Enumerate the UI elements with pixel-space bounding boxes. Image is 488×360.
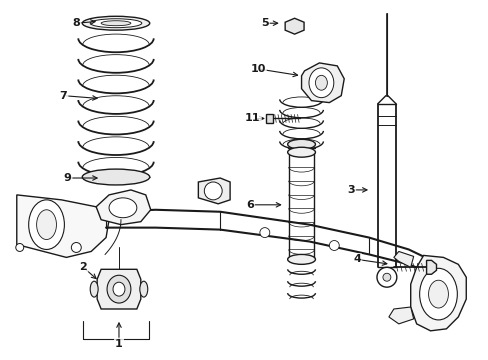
Ellipse shape [287, 139, 315, 149]
Circle shape [71, 243, 81, 252]
Ellipse shape [109, 198, 137, 218]
Ellipse shape [287, 147, 315, 157]
Ellipse shape [37, 210, 56, 239]
Text: 11: 11 [244, 113, 260, 123]
Ellipse shape [419, 268, 456, 320]
Text: 9: 9 [63, 173, 71, 183]
Circle shape [382, 273, 390, 281]
Polygon shape [17, 195, 109, 257]
Text: 10: 10 [250, 64, 265, 74]
Circle shape [259, 228, 269, 238]
Ellipse shape [308, 68, 333, 98]
Text: 7: 7 [60, 91, 67, 101]
Polygon shape [96, 190, 150, 225]
Polygon shape [410, 255, 466, 331]
Ellipse shape [90, 19, 142, 28]
Circle shape [16, 243, 24, 251]
Polygon shape [388, 307, 413, 324]
Polygon shape [265, 113, 272, 123]
Circle shape [376, 267, 396, 287]
Text: 3: 3 [346, 185, 354, 195]
Text: 1: 1 [115, 339, 122, 349]
Ellipse shape [29, 200, 64, 249]
Ellipse shape [107, 275, 131, 303]
Text: 4: 4 [352, 255, 360, 264]
Ellipse shape [82, 16, 149, 30]
Polygon shape [426, 260, 436, 274]
Text: 5: 5 [261, 18, 268, 28]
Polygon shape [198, 178, 230, 204]
Ellipse shape [140, 281, 147, 297]
Ellipse shape [82, 169, 149, 185]
Text: 6: 6 [245, 200, 253, 210]
Ellipse shape [113, 282, 124, 296]
Text: 2: 2 [79, 262, 87, 272]
Ellipse shape [204, 182, 222, 200]
Ellipse shape [427, 280, 447, 308]
Polygon shape [393, 251, 413, 267]
Ellipse shape [101, 21, 131, 26]
Ellipse shape [315, 75, 326, 90]
Ellipse shape [90, 281, 98, 297]
Circle shape [328, 240, 339, 251]
Polygon shape [97, 269, 141, 309]
Polygon shape [285, 18, 304, 34]
Text: 8: 8 [72, 18, 80, 28]
Polygon shape [301, 63, 344, 103]
Ellipse shape [287, 255, 315, 264]
